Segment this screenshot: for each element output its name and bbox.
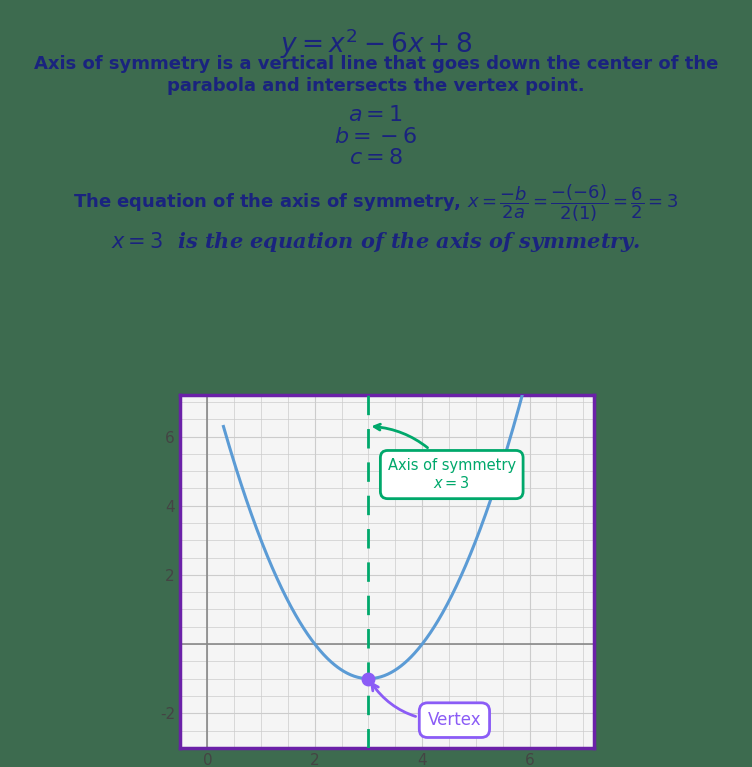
Text: Vertex: Vertex <box>371 683 481 729</box>
Text: $b = -6$: $b = -6$ <box>334 126 418 148</box>
Text: $x = 3$  is the equation of the axis of symmetry.: $x = 3$ is the equation of the axis of s… <box>111 230 641 254</box>
Text: $y = x^2 - 6x + 8$: $y = x^2 - 6x + 8$ <box>280 27 472 61</box>
Text: The equation of the axis of symmetry, $x = \dfrac{-b}{2a} = \dfrac{-(-6)}{2(1)} : The equation of the axis of symmetry, $x… <box>73 183 679 224</box>
Text: parabola and intersects the vertex point.: parabola and intersects the vertex point… <box>167 77 585 94</box>
Text: $a = 1$: $a = 1$ <box>348 104 404 127</box>
Text: Axis of symmetry
$x = 3$: Axis of symmetry $x = 3$ <box>374 424 516 492</box>
Text: $c = 8$: $c = 8$ <box>349 147 403 170</box>
Text: Axis of symmetry is a vertical line that goes down the center of the: Axis of symmetry is a vertical line that… <box>34 55 718 73</box>
